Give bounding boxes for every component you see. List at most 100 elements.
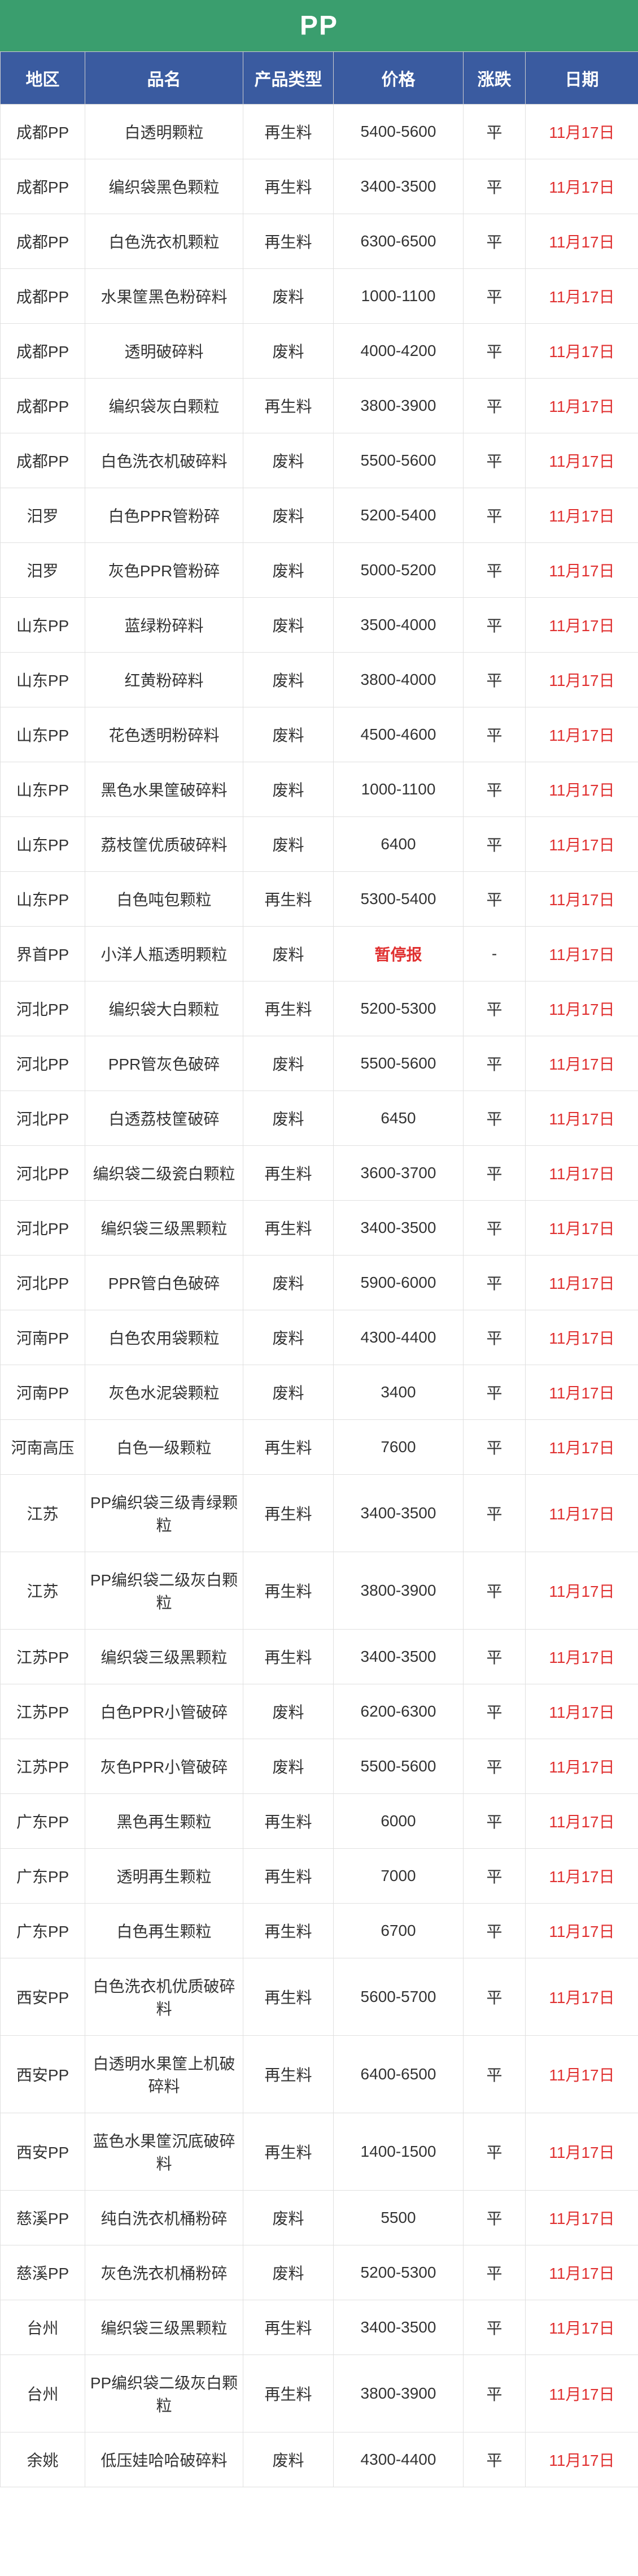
cell-date: 11月17日 [526,1904,638,1958]
cell-date: 11月17日 [526,1684,638,1739]
cell-region: 汨罗 [1,488,85,543]
cell-name: 白透明水果筐上机破碎料 [85,2036,243,2113]
cell-date: 11月17日 [526,324,638,379]
cell-region: 广东PP [1,1794,85,1849]
cell-price: 3800-3900 [334,379,464,433]
cell-price: 3400 [334,1365,464,1420]
cell-trend: 平 [464,433,526,488]
cell-date: 11月17日 [526,1201,638,1256]
cell-type: 废料 [243,324,334,379]
cell-name: 荔枝筐优质破碎料 [85,817,243,872]
cell-type: 废料 [243,543,334,598]
cell-price: 3400-3500 [334,1630,464,1684]
cell-trend: 平 [464,1684,526,1739]
cell-name: 编织袋灰白颗粒 [85,379,243,433]
cell-name: 小洋人瓶透明颗粒 [85,927,243,981]
cell-price: 6000 [334,1794,464,1849]
cell-name: PP编织袋二级灰白颗粒 [85,2355,243,2432]
price-table: 地区品名产品类型价格涨跌日期 成都PP白透明颗粒再生料5400-5600平11月… [0,51,638,2487]
cell-region: 山东PP [1,598,85,653]
cell-region: 河北PP [1,1091,85,1146]
cell-name: 白色洗衣机优质破碎料 [85,1958,243,2036]
cell-price: 6400 [334,817,464,872]
cell-name: 白色洗衣机颗粒 [85,214,243,269]
cell-trend: 平 [464,214,526,269]
cell-type: 再生料 [243,2036,334,2113]
table-row: 界首PP小洋人瓶透明颗粒废料暂停报-11月17日 [1,927,638,981]
cell-price: 5500-5600 [334,1739,464,1794]
table-row: 山东PP白色吨包颗粒再生料5300-5400平11月17日 [1,872,638,927]
cell-price: 3400-3500 [334,1201,464,1256]
cell-type: 废料 [243,1310,334,1365]
cell-name: 白色一级颗粒 [85,1420,243,1475]
cell-type: 再生料 [243,1904,334,1958]
table-row: 慈溪PP灰色洗衣机桶粉碎废料5200-5300平11月17日 [1,2245,638,2300]
cell-region: 山东PP [1,653,85,707]
cell-name: 白透荔枝筐破碎 [85,1091,243,1146]
cell-region: 河北PP [1,1146,85,1201]
cell-region: 界首PP [1,927,85,981]
cell-trend: 平 [464,1036,526,1091]
table-row: 江苏PP编织袋二级灰白颗粒再生料3800-3900平11月17日 [1,1552,638,1630]
table-row: 河北PPPPR管白色破碎废料5900-6000平11月17日 [1,1256,638,1310]
cell-date: 11月17日 [526,1739,638,1794]
cell-price: 5500 [334,2191,464,2245]
cell-date: 11月17日 [526,2113,638,2191]
cell-date: 11月17日 [526,159,638,214]
cell-trend: 平 [464,1552,526,1630]
cell-date: 11月17日 [526,488,638,543]
cell-region: 慈溪PP [1,2245,85,2300]
cell-date: 11月17日 [526,872,638,927]
cell-date: 11月17日 [526,1849,638,1904]
cell-price: 3800-4000 [334,653,464,707]
cell-price: 4000-4200 [334,324,464,379]
cell-region: 汨罗 [1,543,85,598]
cell-price: 6700 [334,1904,464,1958]
cell-type: 废料 [243,488,334,543]
col-header-trend: 涨跌 [464,52,526,105]
table-row: 江苏PP编织袋三级青绿颗粒再生料3400-3500平11月17日 [1,1475,638,1552]
cell-name: 白色PPR管粉碎 [85,488,243,543]
cell-trend: 平 [464,817,526,872]
cell-price: 3800-3900 [334,1552,464,1630]
cell-name: 灰色洗衣机桶粉碎 [85,2245,243,2300]
cell-price: 5300-5400 [334,872,464,927]
cell-region: 河北PP [1,1201,85,1256]
cell-date: 11月17日 [526,2036,638,2113]
cell-type: 废料 [243,2432,334,2487]
cell-trend: 平 [464,707,526,762]
cell-trend: 平 [464,2191,526,2245]
cell-date: 11月17日 [526,1036,638,1091]
table-row: 山东PP花色透明粉碎料废料4500-4600平11月17日 [1,707,638,762]
cell-region: 广东PP [1,1849,85,1904]
cell-price: 暂停报 [334,927,464,981]
cell-region: 慈溪PP [1,2191,85,2245]
cell-region: 江苏PP [1,1630,85,1684]
cell-trend: 平 [464,2300,526,2355]
cell-name: 白色再生颗粒 [85,1904,243,1958]
cell-type: 再生料 [243,1201,334,1256]
cell-trend: 平 [464,2245,526,2300]
cell-type: 再生料 [243,1552,334,1630]
cell-name: 白色洗衣机破碎料 [85,433,243,488]
cell-date: 11月17日 [526,1091,638,1146]
cell-region: 西安PP [1,1958,85,2036]
cell-type: 再生料 [243,1475,334,1552]
cell-type: 废料 [243,1036,334,1091]
table-title: PP [0,0,638,51]
cell-name: 红黄粉碎料 [85,653,243,707]
table-row: 江苏PP白色PPR小管破碎废料6200-6300平11月17日 [1,1684,638,1739]
cell-name: 编织袋大白颗粒 [85,981,243,1036]
cell-date: 11月17日 [526,433,638,488]
col-header-name: 品名 [85,52,243,105]
cell-date: 11月17日 [526,1630,638,1684]
cell-date: 11月17日 [526,1365,638,1420]
cell-region: 西安PP [1,2113,85,2191]
cell-name: PPR管白色破碎 [85,1256,243,1310]
cell-date: 11月17日 [526,1256,638,1310]
cell-type: 废料 [243,269,334,324]
cell-date: 11月17日 [526,2355,638,2432]
cell-trend: 平 [464,159,526,214]
table-row: 河北PP编织袋大白颗粒再生料5200-5300平11月17日 [1,981,638,1036]
cell-name: 花色透明粉碎料 [85,707,243,762]
